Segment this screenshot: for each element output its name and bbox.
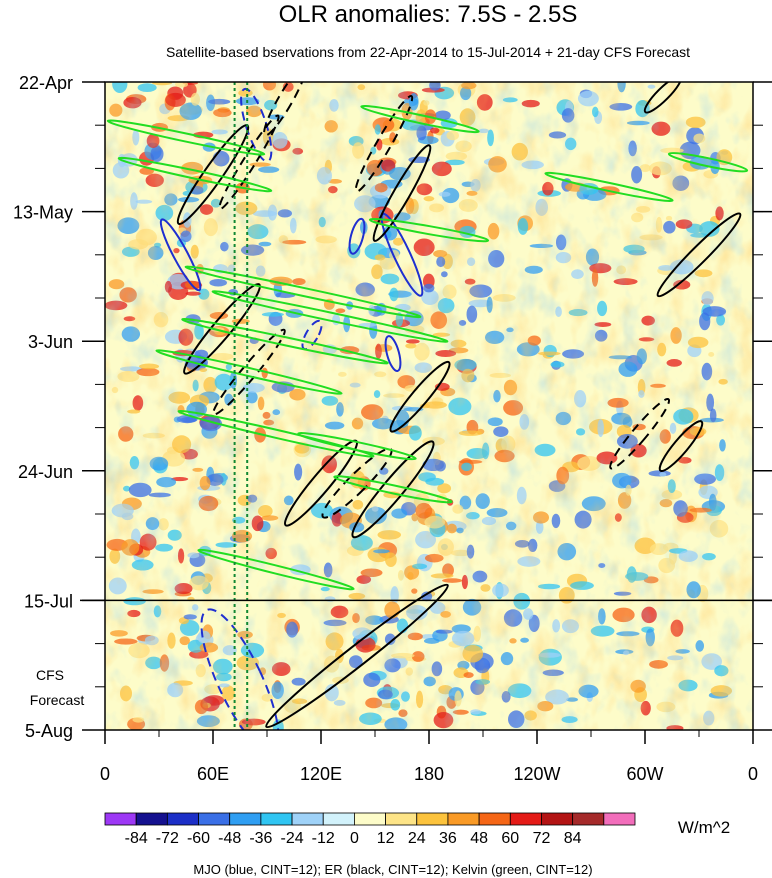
colorbar-swatch bbox=[416, 812, 449, 826]
x-tick-label: 180 bbox=[414, 764, 444, 784]
colorbar-label: 24 bbox=[408, 830, 426, 847]
y-tick-label: 13-May bbox=[13, 203, 73, 223]
chart-subtitle: Satellite-based bservations from 22-Apr-… bbox=[166, 44, 690, 60]
colorbar-swatch bbox=[447, 812, 480, 826]
mjo-contour bbox=[159, 218, 202, 292]
kelvin-contour bbox=[155, 349, 343, 395]
colorbar-label: -84 bbox=[125, 830, 148, 847]
dotted-reference-lines bbox=[233, 82, 249, 730]
y-axis-ticks: 22-Apr 13-May 3-Jun 24-Jun 15-Jul 5-Aug bbox=[13, 73, 772, 741]
colorbar-swatch bbox=[166, 812, 199, 826]
kelvin-contour bbox=[117, 156, 273, 193]
colorbar-swatch bbox=[104, 812, 137, 826]
kelvin-contour bbox=[667, 152, 749, 173]
kelvin-contour bbox=[181, 318, 389, 365]
colorbar-label: -60 bbox=[187, 830, 210, 847]
y-tick-label: 15-Jul bbox=[24, 591, 73, 611]
y-tick-label: 22-Apr bbox=[19, 73, 73, 93]
mjo-contour bbox=[200, 608, 280, 730]
x-tick-label: 60W bbox=[626, 764, 663, 784]
kelvin-contour bbox=[211, 290, 449, 343]
x-tick-label: 0 bbox=[748, 764, 758, 784]
colorbar-label: 0 bbox=[350, 830, 359, 847]
er-contour bbox=[354, 94, 414, 193]
er-contour bbox=[372, 144, 432, 242]
kelvin-contour bbox=[544, 171, 674, 202]
er-contour bbox=[389, 360, 451, 433]
mjo-contour bbox=[348, 217, 366, 255]
colorbar-label: 72 bbox=[533, 830, 551, 847]
colorbar-swatch bbox=[260, 812, 293, 826]
colorbar-swatch bbox=[541, 812, 574, 826]
forecast-label-line2: Forecast bbox=[30, 692, 85, 708]
er-contour bbox=[263, 82, 307, 137]
kelvin-contour bbox=[360, 104, 480, 134]
colorbar-swatch bbox=[135, 812, 168, 826]
colorbar-label: 36 bbox=[439, 830, 457, 847]
colorbar-swatch bbox=[354, 812, 386, 826]
kelvin-contour bbox=[368, 217, 490, 243]
kelvin-contour bbox=[297, 432, 417, 461]
footer-caption: MJO (blue, CINT=12); ER (black, CINT=12)… bbox=[193, 862, 592, 877]
kelvin-contour bbox=[106, 119, 266, 156]
colorbar-swatch bbox=[478, 812, 511, 826]
mjo-contour bbox=[240, 87, 273, 163]
colorbar-swatch bbox=[229, 812, 262, 826]
colorbar-label: -48 bbox=[218, 830, 241, 847]
colorbar-swatch bbox=[198, 812, 231, 826]
kelvin-contour bbox=[177, 409, 375, 458]
colorbar-swatch bbox=[322, 812, 355, 826]
colorbar-swatch bbox=[603, 812, 636, 826]
x-tick-label: 60E bbox=[197, 764, 229, 784]
er-contour bbox=[265, 583, 449, 729]
colorbar-label: -36 bbox=[249, 830, 272, 847]
kelvin-contour bbox=[197, 548, 355, 591]
er-contour bbox=[643, 82, 683, 114]
colorbar-label: 84 bbox=[564, 830, 582, 847]
y-tick-label: 24-Jun bbox=[18, 462, 73, 482]
kelvin-contour bbox=[184, 265, 422, 319]
mjo-contour bbox=[384, 335, 402, 372]
colorbar-unit: W/m^2 bbox=[678, 818, 730, 837]
plot-area bbox=[105, 82, 753, 730]
kelvin-contour bbox=[333, 475, 453, 504]
colorbar-swatch bbox=[572, 812, 605, 826]
y-tick-label: 3-Jun bbox=[28, 332, 73, 352]
x-axis-ticks: 0 60E 120E 180 120W 60W 0 bbox=[100, 730, 758, 784]
er-contour bbox=[656, 212, 742, 298]
colorbar-swatch bbox=[291, 812, 324, 826]
chart-title: OLR anomalies: 7.5S - 2.5S bbox=[279, 1, 578, 28]
x-tick-label: 120W bbox=[513, 764, 560, 784]
colorbar-swatch bbox=[509, 812, 542, 826]
kelvin-contours bbox=[106, 104, 749, 591]
x-tick-label: 120E bbox=[300, 764, 342, 784]
x-tick-label: 0 bbox=[100, 764, 110, 784]
colorbar-label: -12 bbox=[312, 830, 335, 847]
colorbar-label: 48 bbox=[470, 830, 488, 847]
er-contour bbox=[658, 420, 704, 473]
y-tick-label: 5-Aug bbox=[25, 721, 73, 741]
colorbar-label: 12 bbox=[377, 830, 395, 847]
colorbar: -84 -72 -60 -48 -36 -24 -12 0 12 24 36 48 60 72 84 bbox=[104, 812, 636, 847]
colorbar-label: -72 bbox=[156, 830, 179, 847]
colorbar-label: 60 bbox=[501, 830, 519, 847]
er-contour bbox=[218, 114, 280, 210]
forecast-label-line1: CFS bbox=[36, 667, 64, 683]
colorbar-label: -24 bbox=[280, 830, 303, 847]
colorbar-swatch bbox=[385, 812, 418, 826]
er-contour bbox=[609, 398, 671, 470]
